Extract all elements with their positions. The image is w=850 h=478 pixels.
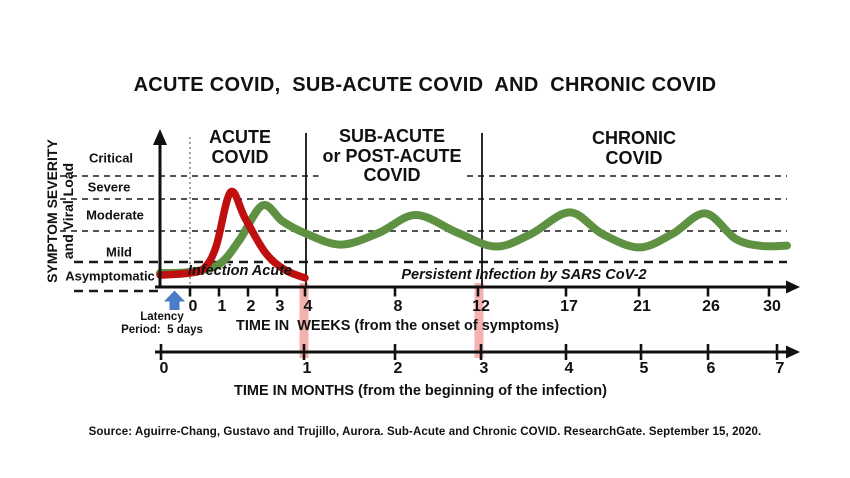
month-tick-label: 4 — [564, 360, 574, 377]
acute-infection-curve — [156, 187, 309, 282]
months-axis — [155, 344, 800, 360]
severity-label-mild: Mild — [106, 244, 132, 260]
phase-label-subacute: SUB-ACUTE or POST-ACUTE COVID — [318, 126, 466, 186]
week-tick-label: 3 — [275, 298, 285, 315]
phase-label-acute: ACUTE COVID — [205, 127, 275, 167]
severity-label-critical: Critical — [88, 150, 134, 166]
week-tick-label: 17 — [560, 298, 578, 315]
y-axis-title: SYMPTOM SEVERITY and Viral Load — [44, 139, 76, 283]
month-tick-label: 3 — [479, 360, 489, 377]
y-axis — [153, 129, 167, 288]
phase-label-chronic: CHRONIC COVID — [588, 128, 680, 168]
persistent-infection-curve — [156, 201, 791, 277]
week-tick-label: 2 — [246, 298, 256, 315]
month-tick-label: 7 — [775, 360, 785, 377]
source-citation: Source: Aguirre-Chang, Gustavo and Truji… — [88, 426, 762, 438]
persistent-infection-annotation: Persistent Infection by SARS CoV-2 — [401, 267, 647, 283]
months-axis-arrowhead-icon — [786, 345, 800, 359]
month-tick-label: 5 — [639, 360, 649, 377]
weeks-axis-caption: TIME IN WEEKS (from the onset of symptom… — [236, 318, 560, 334]
week-tick-label: 30 — [763, 298, 781, 315]
severity-label-severe: Severe — [87, 179, 131, 195]
week-tick-label: 4 — [303, 298, 313, 315]
month-tick-label: 2 — [393, 360, 403, 377]
severity-label-moderate: Moderate — [86, 207, 144, 223]
event-marker-bars — [299, 283, 484, 358]
infection-acute-annotation: Infection Acute — [187, 263, 293, 279]
months-axis-caption: TIME IN MONTHS (from the beginning of th… — [234, 383, 607, 399]
month-tick-label: 1 — [302, 360, 312, 377]
week-tick-label: 1 — [217, 298, 227, 315]
week-tick-label: 0 — [188, 298, 198, 315]
event-marker-bar — [299, 283, 309, 358]
week-tick-label: 21 — [633, 298, 651, 315]
severity-label-asymptomatic: Asymptomatic — [65, 268, 155, 284]
event-marker-bar — [474, 283, 484, 358]
y-axis-arrowhead-icon — [153, 129, 167, 145]
week-tick-label: 26 — [702, 298, 720, 315]
latency-period-label: Latency Period: 5 days — [121, 311, 203, 336]
month-tick-label: 6 — [706, 360, 716, 377]
latency-arrow-icon — [164, 290, 185, 310]
figure-title: ACUTE COVID, SUB-ACUTE COVID AND CHRONIC… — [133, 74, 717, 96]
weeks-axis — [155, 280, 800, 297]
weeks-axis-arrowhead-icon — [786, 280, 800, 294]
week-tick-label: 12 — [472, 298, 490, 315]
severity-curves — [156, 187, 791, 282]
month-tick-label: 0 — [159, 360, 169, 377]
week-tick-label: 8 — [393, 298, 403, 315]
